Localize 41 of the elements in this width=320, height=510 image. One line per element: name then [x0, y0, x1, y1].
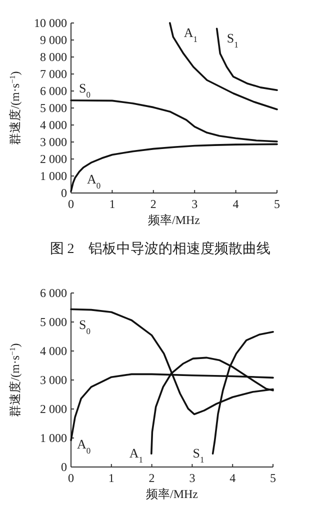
y-tick-label: 2 000: [40, 152, 67, 166]
y-tick-label: 0: [61, 460, 67, 474]
y-tick-label: 2 000: [40, 402, 67, 416]
y-tick-label: 1 000: [40, 169, 67, 183]
x-axis-title: 频率/MHz: [148, 213, 200, 227]
x-tick-label: 3: [192, 197, 198, 211]
series-label: A$_{0}$: [77, 436, 91, 456]
x-tick-label: 2: [148, 471, 155, 485]
y-tick-label: 7 000: [40, 67, 67, 81]
y-tick-label: 10 000: [34, 16, 67, 30]
x-tick-label: 5: [274, 197, 280, 211]
y-tick-label: 6 000: [40, 84, 67, 98]
x-tick-label: 1: [108, 471, 114, 485]
x-tick-label: 2: [150, 197, 156, 211]
series-label: S$_{0}$: [79, 80, 90, 100]
y-tick-label: 3 000: [40, 135, 67, 149]
x-tick-label: 4: [230, 471, 236, 485]
series-label: A$_{0}$: [87, 171, 101, 190]
series-label: A$_{1}$: [184, 25, 198, 44]
x-tick-label: 5: [270, 471, 276, 485]
y-tick-label: 6 000: [40, 286, 67, 300]
y-tick-label: 5 000: [40, 101, 67, 115]
y-tick-label: 5 000: [40, 315, 67, 329]
x-tick-label: 1: [109, 197, 116, 211]
y-tick-label: 9 000: [40, 33, 67, 47]
y-tick-label: 1 000: [40, 431, 67, 445]
series-label: S$_{1}$: [192, 446, 204, 465]
y-tick-label: 8 000: [40, 50, 67, 64]
line-series: [168, 22, 278, 110]
x-tick-label: 3: [189, 471, 196, 485]
series-label: S$_{0}$: [79, 317, 90, 336]
series-label: A$_{1}$: [129, 446, 144, 465]
x-axis-title: 频率/MHz: [146, 487, 198, 501]
caption: 图 2 铝板中导波的相速度频散曲线: [50, 241, 270, 257]
x-tick-label: 4: [232, 197, 239, 211]
y-tick-label: 3 000: [40, 373, 67, 387]
series-label: S$_{1}$: [226, 30, 238, 50]
line-series: [216, 28, 278, 92]
y-tick-label: 0: [61, 186, 67, 200]
y-tick-label: 4 000: [40, 344, 67, 358]
y-tick-label: 4 000: [40, 118, 67, 132]
